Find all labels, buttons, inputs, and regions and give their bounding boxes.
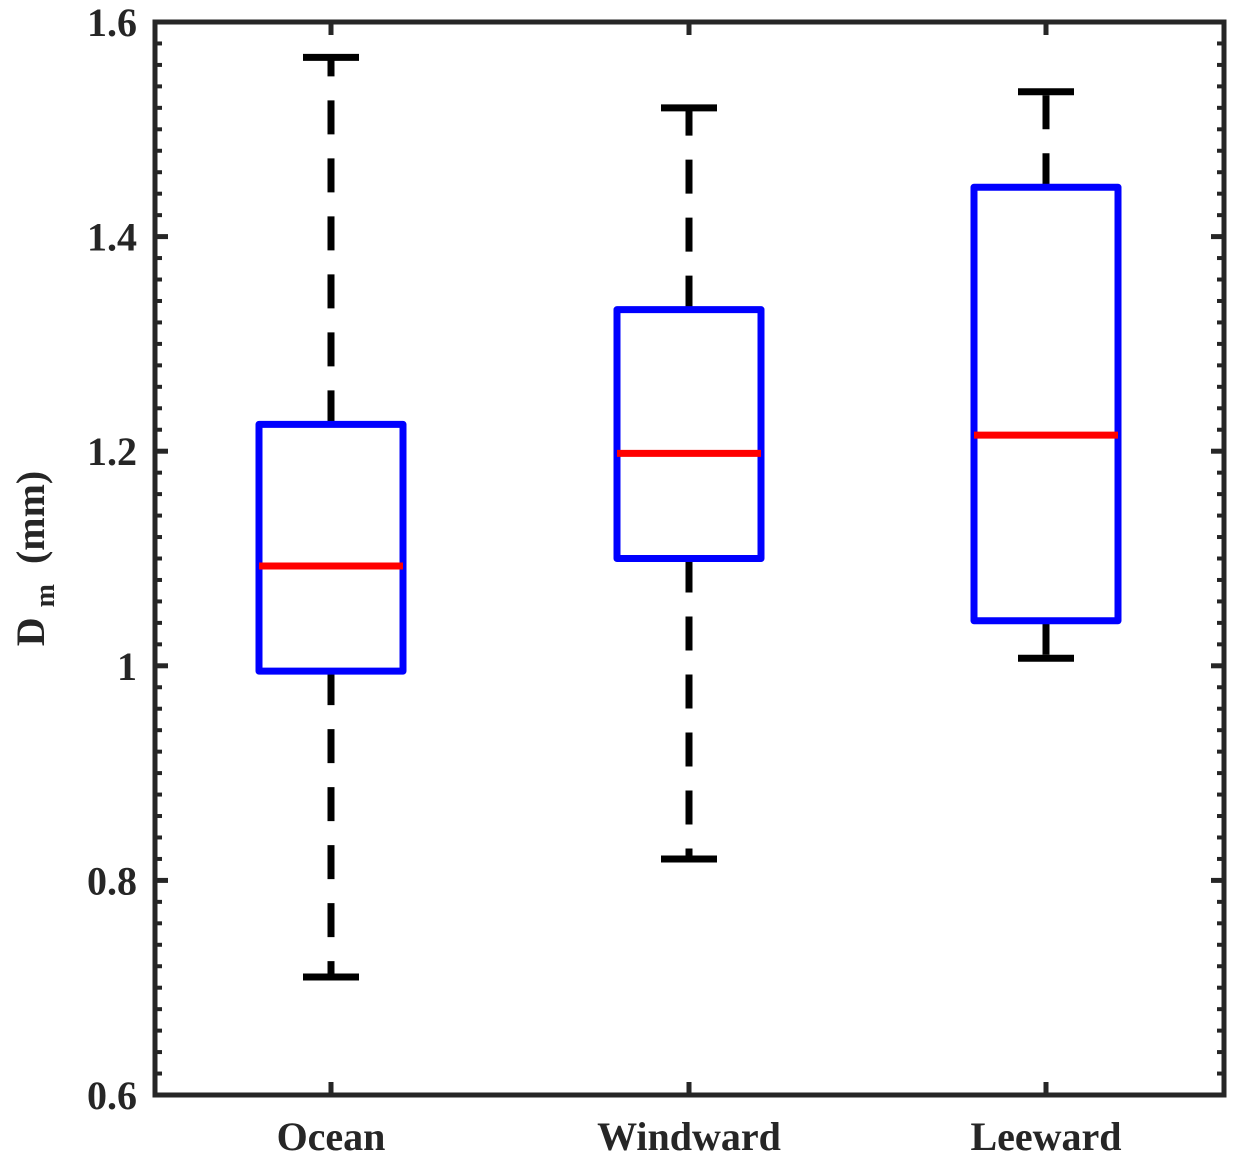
x-tick-label: Ocean — [277, 1114, 386, 1159]
y-axis-label-unit: (mm) — [8, 471, 53, 564]
y-axis-label: D m (mm) — [8, 471, 63, 647]
y-tick-label: 1 — [117, 644, 137, 689]
y-tick-label: 0.6 — [87, 1073, 137, 1118]
interquartile-box — [613, 306, 765, 562]
interquartile-box — [970, 183, 1122, 625]
x-tick-label: Leeward — [970, 1114, 1121, 1159]
tick-labels: 0.6 0.8 1 1.2 1.4 1.6 Ocean Windward Leeward — [87, 0, 1122, 1159]
y-tick-label: 1.4 — [87, 215, 137, 260]
box-ocean — [255, 53, 407, 981]
y-tick-label: 0.8 — [87, 858, 137, 903]
y-tick-label: 1.2 — [87, 429, 137, 474]
x-tick-label: Windward — [597, 1114, 781, 1159]
plot-frame — [152, 19, 1227, 1098]
y-axis-label-main: D — [8, 617, 53, 646]
box-windward — [613, 104, 765, 863]
box-leeward — [970, 88, 1122, 662]
y-axis-label-subscript: m — [30, 584, 61, 607]
interquartile-box — [255, 420, 407, 675]
box-series — [255, 53, 1122, 981]
y-tick-label: 1.6 — [87, 0, 137, 45]
